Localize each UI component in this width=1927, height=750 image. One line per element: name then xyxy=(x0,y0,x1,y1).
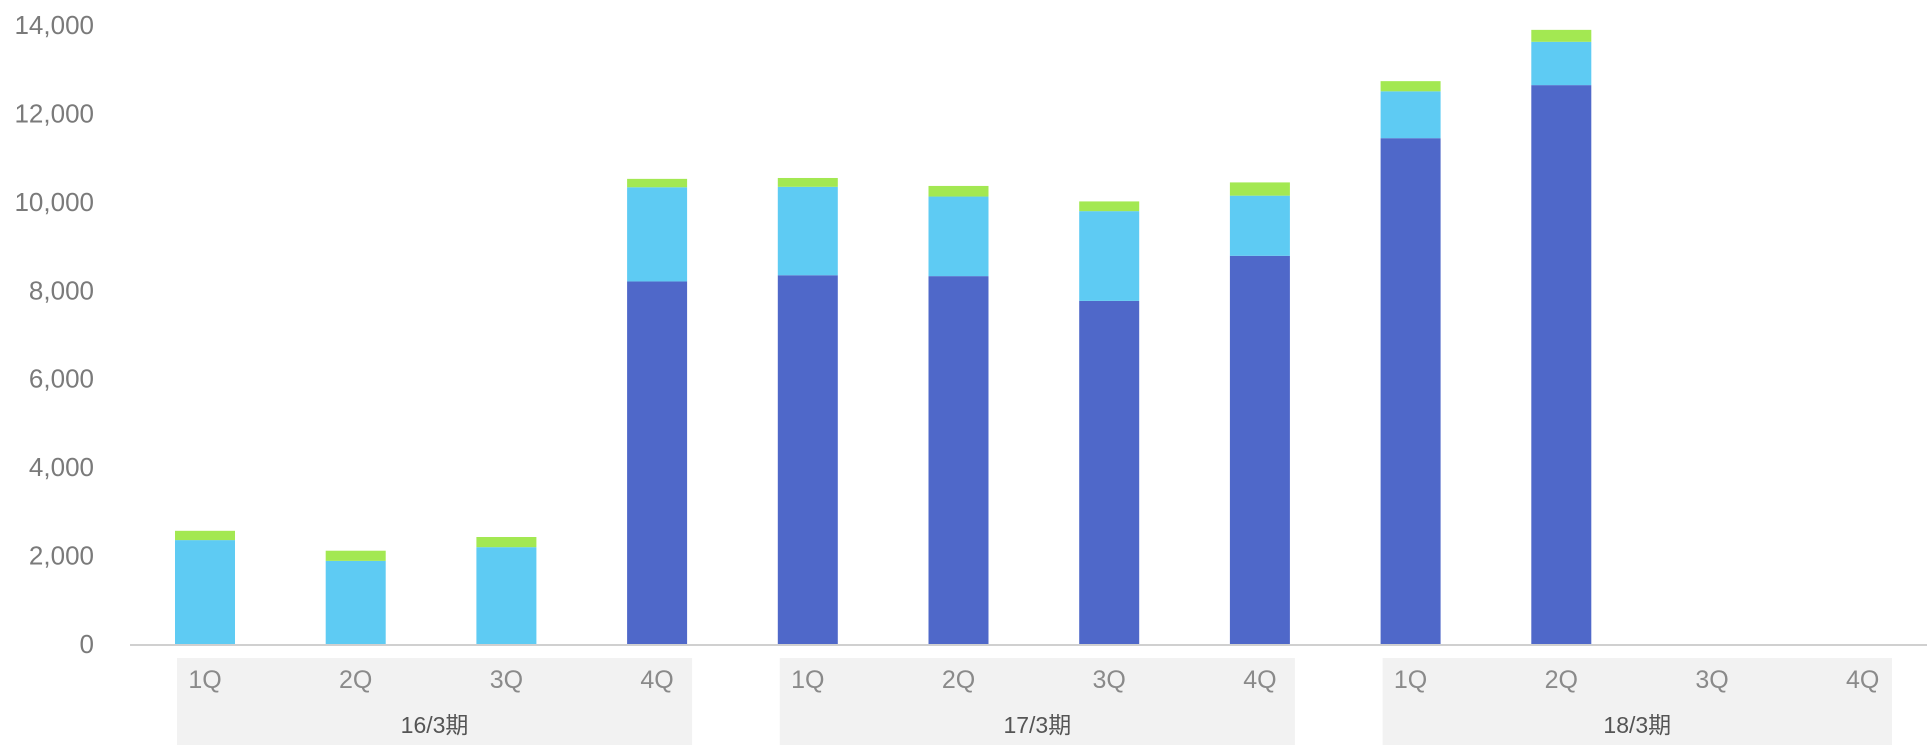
y-tick-label: 10,000 xyxy=(14,187,94,217)
bar-segment-series-3 xyxy=(627,178,688,188)
period-label: 18/3期 xyxy=(1603,712,1671,738)
x-tick-label: 4Q xyxy=(1846,666,1879,694)
x-tick-label: 1Q xyxy=(791,666,824,694)
bar-segment-series-2 xyxy=(1079,211,1140,301)
period-band xyxy=(779,658,1295,745)
bar-segment-series-3 xyxy=(777,177,838,187)
bar-segment-series-1 xyxy=(627,281,688,644)
bar-segment-series-3 xyxy=(325,550,386,561)
bar-segment-series-3 xyxy=(175,530,235,541)
bar-segment-series-3 xyxy=(1079,201,1140,212)
bar-segment-series-2 xyxy=(325,560,386,644)
bar-segment-series-1 xyxy=(928,276,989,644)
y-tick-label: 6,000 xyxy=(29,364,94,394)
bar-segment-series-2 xyxy=(1380,91,1441,139)
y-tick-label: 12,000 xyxy=(14,98,94,128)
bar-segment-series-1 xyxy=(1380,138,1441,644)
bar-segment-series-1 xyxy=(1229,255,1290,644)
bar-segment-series-2 xyxy=(928,196,989,277)
bar-segment-series-3 xyxy=(1229,182,1290,196)
x-tick-label: 3Q xyxy=(490,666,523,694)
bar-segment-series-2 xyxy=(627,187,688,282)
bar-segment-series-1 xyxy=(1531,85,1592,645)
period-label: 17/3期 xyxy=(1003,712,1071,738)
y-tick-label: 4,000 xyxy=(29,452,94,482)
x-tick-label: 1Q xyxy=(188,666,221,694)
bar-segment-series-3 xyxy=(928,185,989,197)
y-tick-label: 2,000 xyxy=(29,541,94,571)
period-band xyxy=(1382,658,1892,745)
bar-segment-series-1 xyxy=(1079,300,1140,644)
x-tick-label: 4Q xyxy=(640,666,673,694)
bar-segment-series-2 xyxy=(175,540,235,644)
y-tick-label: 14,000 xyxy=(14,10,94,40)
x-tick-label: 2Q xyxy=(1545,666,1578,694)
bar-segment-series-3 xyxy=(476,537,537,548)
period-band xyxy=(177,658,693,745)
y-tick-label: 0 xyxy=(80,629,94,659)
x-tick-label: 3Q xyxy=(1093,666,1126,694)
x-tick-label: 2Q xyxy=(942,666,975,694)
bar-segment-series-2 xyxy=(1229,195,1290,256)
y-tick-label: 8,000 xyxy=(29,275,94,305)
bar-segment-series-2 xyxy=(1531,41,1592,86)
x-tick-label: 3Q xyxy=(1695,666,1728,694)
x-tick-label: 4Q xyxy=(1243,666,1276,694)
bar-segment-series-3 xyxy=(1380,81,1441,92)
bar-segment-series-2 xyxy=(476,547,537,644)
x-tick-label: 2Q xyxy=(339,666,372,694)
bar-segment-series-2 xyxy=(777,186,838,276)
bar-segment-series-1 xyxy=(777,275,838,644)
x-tick-label: 1Q xyxy=(1394,666,1427,694)
bar-segment-series-3 xyxy=(1531,29,1592,42)
period-label: 16/3期 xyxy=(401,712,469,738)
